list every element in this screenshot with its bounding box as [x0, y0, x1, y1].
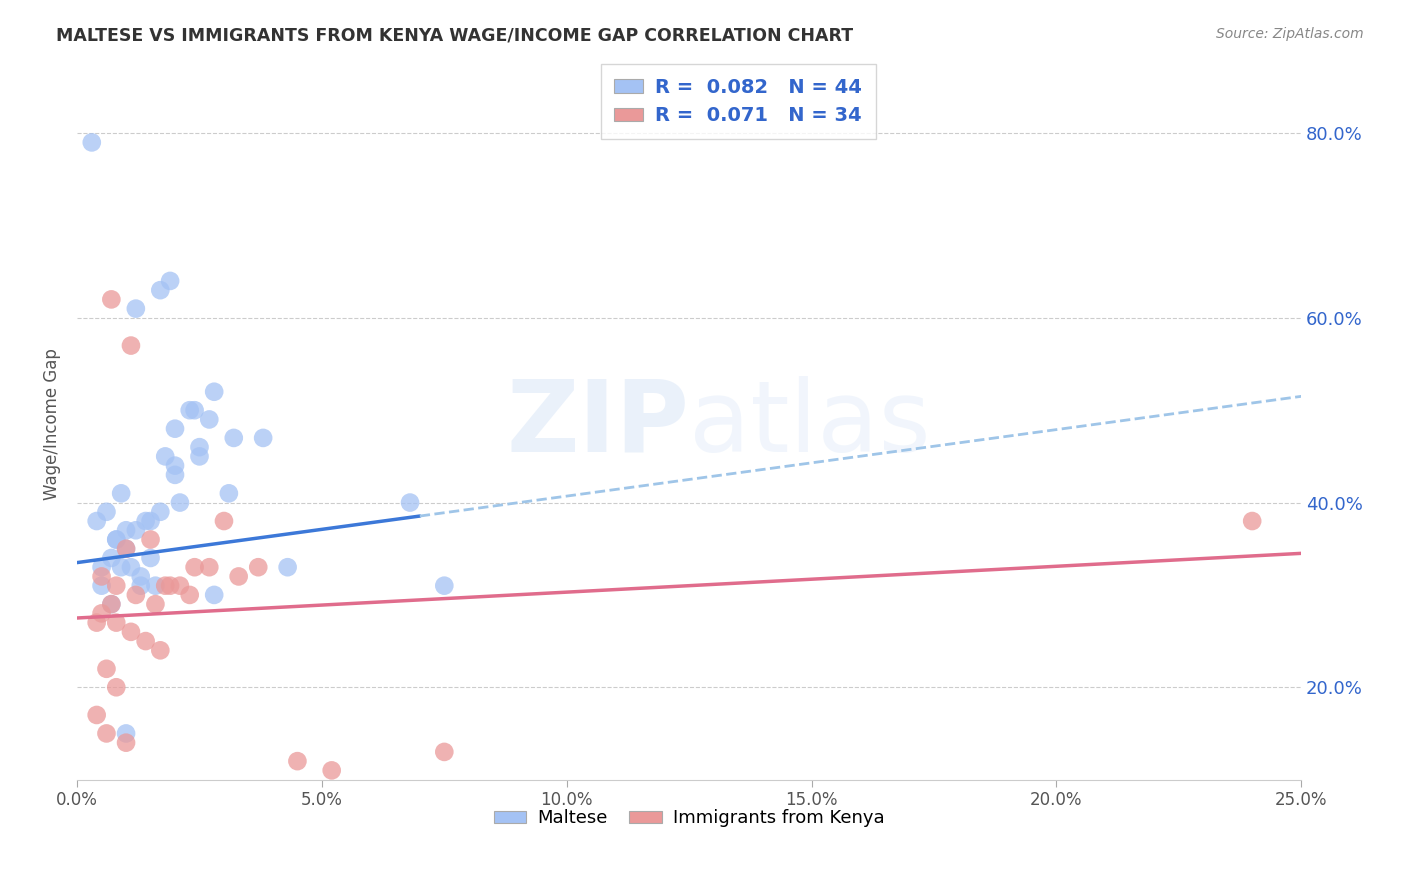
Point — [125, 523, 148, 537]
Point — [120, 560, 142, 574]
Text: atlas: atlas — [689, 376, 931, 473]
Point — [110, 486, 132, 500]
Point — [399, 495, 422, 509]
Point — [139, 514, 162, 528]
Point — [169, 495, 191, 509]
Point — [247, 560, 270, 574]
Point — [202, 384, 225, 399]
Point — [105, 615, 128, 630]
Point — [90, 560, 112, 574]
Point — [163, 458, 186, 473]
Text: MALTESE VS IMMIGRANTS FROM KENYA WAGE/INCOME GAP CORRELATION CHART: MALTESE VS IMMIGRANTS FROM KENYA WAGE/IN… — [56, 27, 853, 45]
Point — [100, 597, 122, 611]
Point — [105, 533, 128, 547]
Point — [159, 579, 181, 593]
Point — [163, 422, 186, 436]
Point — [228, 569, 250, 583]
Point — [287, 754, 309, 768]
Point — [115, 541, 138, 556]
Point — [277, 560, 299, 574]
Point — [179, 403, 201, 417]
Point — [86, 708, 108, 723]
Point — [179, 588, 201, 602]
Point — [135, 634, 157, 648]
Point — [90, 607, 112, 621]
Point — [86, 514, 108, 528]
Text: Source: ZipAtlas.com: Source: ZipAtlas.com — [1216, 27, 1364, 41]
Point — [163, 467, 186, 482]
Point — [105, 579, 128, 593]
Point — [129, 579, 152, 593]
Point — [188, 440, 211, 454]
Point — [155, 450, 177, 464]
Point — [100, 293, 122, 307]
Point — [198, 560, 221, 574]
Point — [183, 403, 205, 417]
Point — [433, 579, 456, 593]
Point — [433, 745, 456, 759]
Point — [129, 569, 152, 583]
Point — [115, 736, 138, 750]
Point — [218, 486, 240, 500]
Point — [125, 588, 148, 602]
Point — [139, 533, 162, 547]
Point — [159, 274, 181, 288]
Point — [139, 551, 162, 566]
Point — [96, 505, 118, 519]
Point — [100, 551, 122, 566]
Legend: Maltese, Immigrants from Kenya: Maltese, Immigrants from Kenya — [486, 802, 891, 835]
Point — [115, 541, 138, 556]
Point — [169, 579, 191, 593]
Point — [96, 662, 118, 676]
Point — [105, 680, 128, 694]
Point — [120, 338, 142, 352]
Point — [149, 643, 172, 657]
Point — [222, 431, 245, 445]
Point — [100, 597, 122, 611]
Point — [149, 283, 172, 297]
Point — [110, 560, 132, 574]
Point — [86, 615, 108, 630]
Point — [96, 726, 118, 740]
Text: ZIP: ZIP — [506, 376, 689, 473]
Point — [115, 726, 138, 740]
Point — [125, 301, 148, 316]
Point — [1241, 514, 1264, 528]
Point — [145, 579, 167, 593]
Point — [155, 579, 177, 593]
Point — [212, 514, 235, 528]
Point — [145, 597, 167, 611]
Point — [183, 560, 205, 574]
Point — [188, 450, 211, 464]
Point — [120, 624, 142, 639]
Point — [202, 588, 225, 602]
Point — [105, 533, 128, 547]
Point — [321, 764, 343, 778]
Point — [90, 579, 112, 593]
Point — [90, 828, 112, 842]
Point — [90, 569, 112, 583]
Point — [149, 505, 172, 519]
Point — [80, 136, 103, 150]
Point — [198, 412, 221, 426]
Point — [135, 514, 157, 528]
Y-axis label: Wage/Income Gap: Wage/Income Gap — [44, 348, 60, 500]
Point — [115, 523, 138, 537]
Point — [252, 431, 274, 445]
